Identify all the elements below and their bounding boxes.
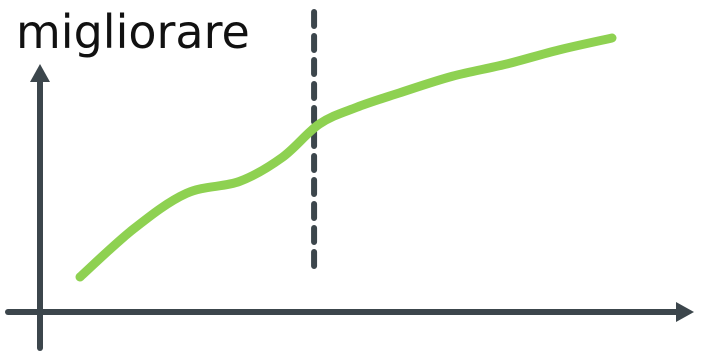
y-axis-arrow-icon — [30, 64, 50, 82]
y-axis — [30, 64, 50, 351]
series-line — [75, 33, 617, 282]
x-axis — [5, 302, 694, 322]
x-axis-arrow-icon — [676, 302, 694, 322]
chart-title: migliorare — [16, 5, 250, 59]
